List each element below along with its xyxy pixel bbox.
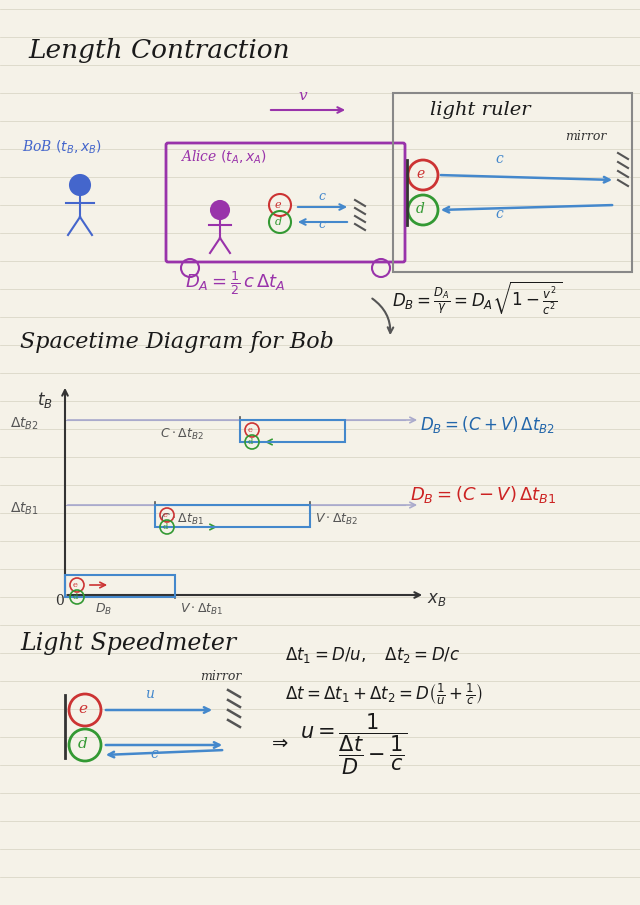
Text: c: c bbox=[318, 218, 325, 231]
Text: $V\cdot\Delta t_{B1}$: $V\cdot\Delta t_{B1}$ bbox=[180, 602, 223, 617]
Text: c: c bbox=[495, 207, 503, 221]
Text: c: c bbox=[318, 190, 325, 203]
Text: Length Contraction: Length Contraction bbox=[28, 38, 290, 63]
Text: $\Delta t_1 = D/u, \quad \Delta t_2 = D/c$: $\Delta t_1 = D/u, \quad \Delta t_2 = D/… bbox=[285, 645, 460, 665]
Text: d: d bbox=[248, 438, 253, 446]
Text: $u = \dfrac{1}{\dfrac{\Delta t}{D} - \dfrac{1}{c}}$: $u = \dfrac{1}{\dfrac{\Delta t}{D} - \df… bbox=[300, 712, 408, 777]
Text: c: c bbox=[150, 747, 157, 761]
Text: d: d bbox=[78, 737, 88, 751]
Text: $D_B$: $D_B$ bbox=[95, 602, 112, 617]
Text: $D_B = \frac{D_A}{\gamma} = D_A\sqrt{1 - \frac{v^2}{c^2}}$: $D_B = \frac{D_A}{\gamma} = D_A\sqrt{1 -… bbox=[392, 280, 562, 317]
Text: mirror: mirror bbox=[565, 130, 606, 143]
Text: e: e bbox=[78, 702, 87, 716]
Text: BoB $(t_B, x_B)$: BoB $(t_B, x_B)$ bbox=[22, 139, 102, 157]
Text: $\Delta t = \Delta t_1 + \Delta t_2 = D\left(\frac{1}{u} + \frac{1}{c}\right)$: $\Delta t = \Delta t_1 + \Delta t_2 = D\… bbox=[285, 681, 483, 707]
Text: 0: 0 bbox=[55, 594, 64, 608]
Text: $\Delta t_{B1}$: $\Delta t_{B1}$ bbox=[10, 501, 39, 518]
Text: u: u bbox=[145, 687, 154, 701]
Bar bbox=[65, 575, 175, 597]
Circle shape bbox=[211, 201, 229, 219]
Text: $V\cdot\Delta t_{B2}$: $V\cdot\Delta t_{B2}$ bbox=[315, 512, 358, 527]
Text: mirror: mirror bbox=[200, 670, 241, 683]
Text: $t_B$: $t_B$ bbox=[37, 390, 52, 410]
Text: c: c bbox=[495, 152, 503, 166]
Text: $D_A = \frac{1}{2}\, c\, \Delta t_A$: $D_A = \frac{1}{2}\, c\, \Delta t_A$ bbox=[185, 269, 285, 297]
Text: d: d bbox=[163, 523, 168, 531]
Text: v: v bbox=[298, 89, 307, 103]
Text: $\Rightarrow$: $\Rightarrow$ bbox=[268, 734, 289, 752]
Text: e: e bbox=[416, 167, 424, 181]
Circle shape bbox=[70, 175, 90, 195]
Text: $C\cdot\Delta t_{B1}$: $C\cdot\Delta t_{B1}$ bbox=[160, 512, 204, 527]
Text: $\Delta t_{B2}$: $\Delta t_{B2}$ bbox=[10, 416, 39, 433]
Bar bbox=[155, 505, 310, 527]
Text: Spacetime Diagram for Bob: Spacetime Diagram for Bob bbox=[20, 331, 334, 353]
Bar bbox=[240, 420, 345, 442]
Text: $D_B = (C - V)\,\Delta t_{B1}$: $D_B = (C - V)\,\Delta t_{B1}$ bbox=[410, 484, 556, 505]
Text: $D_B = (C + V)\,\Delta t_{B2}$: $D_B = (C + V)\,\Delta t_{B2}$ bbox=[420, 414, 555, 435]
Text: $x_B$: $x_B$ bbox=[427, 591, 447, 608]
Text: light ruler: light ruler bbox=[430, 101, 531, 119]
Text: e: e bbox=[275, 200, 282, 210]
Text: Light Speedmeter: Light Speedmeter bbox=[20, 632, 236, 655]
Text: Alice $(t_A, x_A)$: Alice $(t_A, x_A)$ bbox=[180, 149, 267, 167]
Text: e: e bbox=[163, 511, 168, 519]
Text: e: e bbox=[73, 581, 78, 589]
Text: e: e bbox=[248, 426, 253, 434]
Text: d: d bbox=[275, 217, 282, 227]
Text: d: d bbox=[73, 593, 78, 601]
Text: d: d bbox=[416, 202, 425, 216]
Text: $C\cdot\Delta t_{B2}$: $C\cdot\Delta t_{B2}$ bbox=[160, 427, 204, 443]
